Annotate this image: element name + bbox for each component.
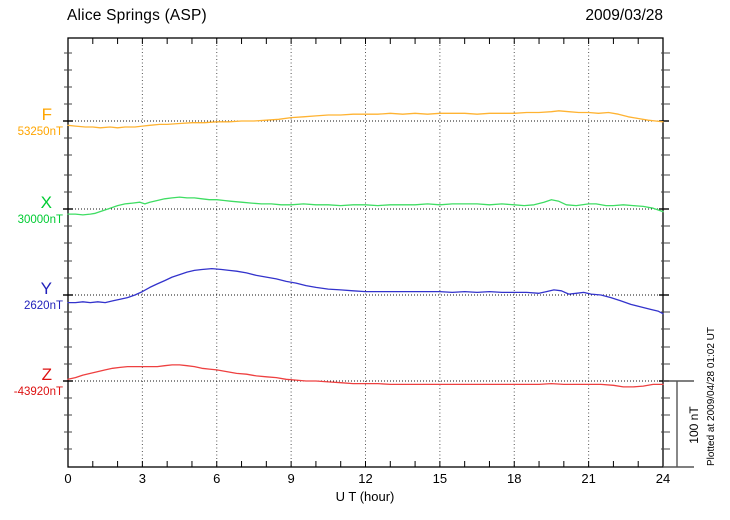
series-label-y: Y 2620nT [0, 278, 64, 313]
scale-bar-label: 100 nT [687, 406, 701, 444]
trace-Z [67, 364, 664, 388]
x-tick-label: 15 [433, 471, 447, 486]
series-baseline-y: 2620nT [23, 300, 63, 312]
series-baseline-z: -43920nT [13, 386, 63, 398]
series-letter-f: F [41, 105, 52, 124]
series-label-x: X 30000nT [0, 192, 64, 227]
trace-F [67, 110, 664, 129]
x-tick-label: 18 [507, 471, 521, 486]
x-tick-label: 9 [288, 471, 295, 486]
series-label-z: Z -43920nT [0, 364, 64, 399]
plotted-at-note: Plotted at 2009/04/28 01:02 UT [706, 327, 717, 466]
series-baseline-f: 53250nT [17, 126, 63, 138]
x-tick-label: 12 [358, 471, 372, 486]
series-label-f: F 53250nT [0, 104, 64, 139]
trace-X [67, 196, 664, 216]
x-tick-label: 24 [656, 471, 670, 486]
series-letter-x: X [40, 193, 52, 212]
x-tick-label: 0 [64, 471, 71, 486]
series-baseline-x: 30000nT [17, 214, 63, 226]
series-letter-y: Y [40, 279, 52, 298]
series-letter-z: Z [41, 365, 52, 384]
station-title: Alice Springs (ASP) [67, 7, 207, 24]
x-tick-label: 6 [213, 471, 220, 486]
x-tick-label: 3 [139, 471, 146, 486]
x-tick-label: 21 [581, 471, 595, 486]
plot-date: 2009/03/28 [585, 7, 663, 24]
x-axis-label: U T (hour) [335, 489, 395, 504]
trace-Y [67, 267, 664, 315]
